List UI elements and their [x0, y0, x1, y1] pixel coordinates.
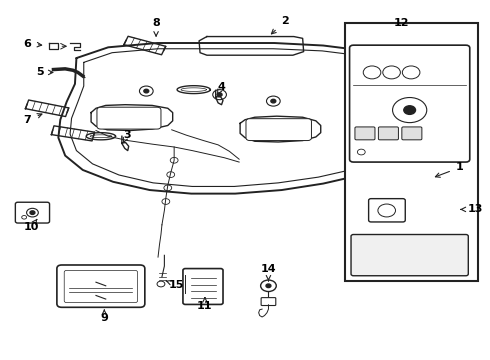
Text: 3: 3: [123, 130, 130, 143]
FancyBboxPatch shape: [351, 234, 468, 276]
Text: 5: 5: [36, 67, 53, 77]
Text: 15: 15: [166, 280, 184, 290]
Text: 14: 14: [261, 264, 276, 281]
FancyBboxPatch shape: [378, 127, 398, 140]
Circle shape: [266, 284, 271, 288]
FancyBboxPatch shape: [97, 107, 161, 129]
Circle shape: [217, 93, 222, 96]
FancyBboxPatch shape: [15, 202, 49, 223]
Text: 2: 2: [271, 17, 289, 34]
Text: 7: 7: [24, 114, 42, 125]
FancyBboxPatch shape: [261, 298, 276, 306]
Text: 10: 10: [24, 219, 39, 232]
Text: 9: 9: [100, 310, 108, 323]
Text: 1: 1: [436, 162, 464, 177]
FancyBboxPatch shape: [355, 127, 375, 140]
Circle shape: [404, 106, 416, 114]
FancyBboxPatch shape: [402, 127, 422, 140]
Text: 4: 4: [217, 82, 225, 95]
Text: 13: 13: [461, 204, 483, 215]
Text: 12: 12: [393, 18, 409, 28]
FancyBboxPatch shape: [183, 269, 223, 305]
Circle shape: [271, 99, 276, 103]
Circle shape: [144, 89, 149, 93]
Bar: [345, 23, 478, 281]
FancyBboxPatch shape: [57, 265, 145, 307]
FancyBboxPatch shape: [368, 199, 405, 222]
FancyBboxPatch shape: [246, 119, 312, 140]
Text: 8: 8: [152, 18, 160, 36]
FancyBboxPatch shape: [64, 270, 138, 303]
Text: 6: 6: [24, 39, 42, 49]
Circle shape: [30, 211, 35, 215]
FancyBboxPatch shape: [349, 45, 470, 162]
Text: 11: 11: [197, 298, 213, 311]
